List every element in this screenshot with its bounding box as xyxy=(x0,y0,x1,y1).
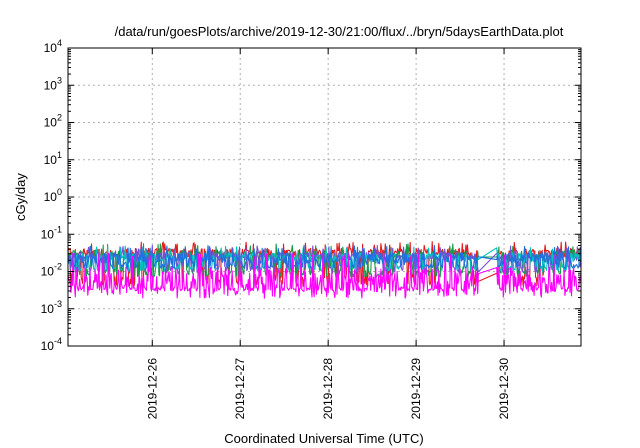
y-axis: 10-4 10-3 10-2 10-1 100 101 102 103 104 xyxy=(41,38,581,353)
y-tick-label: 101 xyxy=(44,150,62,167)
x-tick-label: 2019-12-27 xyxy=(233,358,247,420)
y-tick-label: 10-3 xyxy=(41,299,62,316)
chart-title: /data/run/goesPlots/archive/2019-12-30/2… xyxy=(115,24,564,39)
y-tick-label: 104 xyxy=(44,38,62,55)
x-axis-label: Coordinated Universal Time (UTC) xyxy=(224,431,423,446)
y-tick-label: 100 xyxy=(44,187,62,204)
x-tick-label: 2019-12-30 xyxy=(497,358,511,420)
y-tick-label: 103 xyxy=(44,75,62,92)
x-tick-label: 2019-12-29 xyxy=(409,358,423,420)
series-line-magenta xyxy=(67,252,582,299)
y-tick-label: 10-1 xyxy=(41,224,62,241)
y-axis-label: cGy/day xyxy=(13,173,28,221)
grid xyxy=(68,48,581,346)
x-axis: 2019-12-26 2019-12-27 2019-12-28 2019-12-29… xyxy=(145,48,511,419)
series-layer xyxy=(67,241,582,299)
y-tick-label: 102 xyxy=(44,113,62,130)
x-tick-label: 2019-12-28 xyxy=(321,358,335,420)
x-tick-label: 2019-12-26 xyxy=(145,358,159,420)
series-line-blue xyxy=(67,244,582,270)
y-tick-label: 10-2 xyxy=(41,262,62,279)
y-tick-label: 10-4 xyxy=(41,336,62,353)
